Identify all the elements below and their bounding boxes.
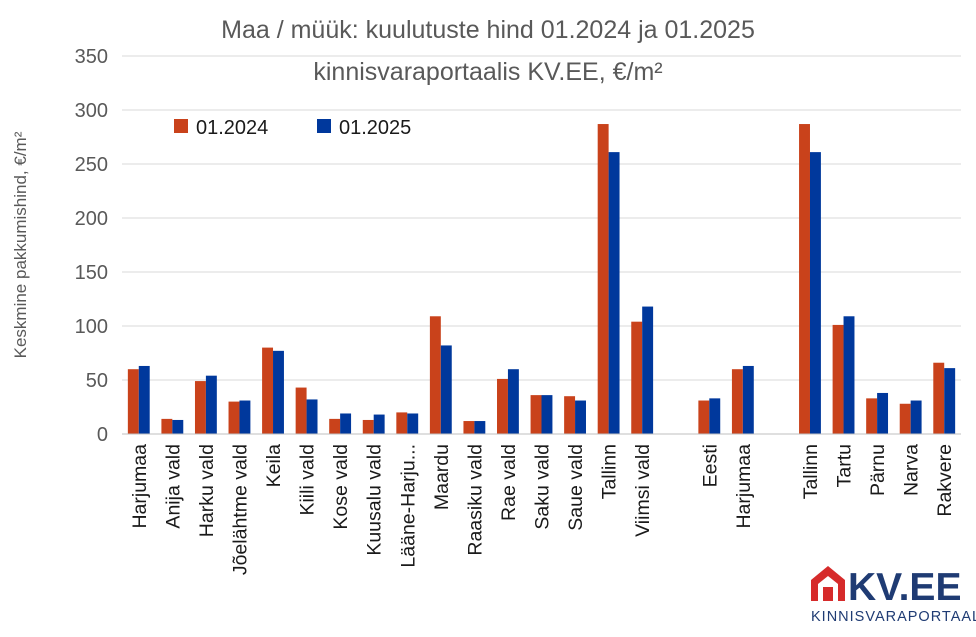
bar-2025	[742, 365, 754, 434]
bar-2025	[944, 368, 956, 434]
y-tick-label: 100	[75, 316, 108, 338]
bar-2024	[228, 401, 240, 434]
bar-2025	[608, 152, 620, 434]
category-label: Maardu	[431, 444, 453, 510]
bar-2025	[373, 414, 385, 434]
y-tick-label: 200	[75, 208, 108, 230]
category-label: Harjumaa	[733, 444, 755, 529]
bar-2024	[832, 324, 844, 434]
logo-text: KV.EE	[848, 566, 961, 609]
legend: 01.2024 01.2025	[174, 117, 411, 139]
bar-2024	[866, 398, 878, 434]
bar-2025	[239, 400, 251, 434]
category-labels: Harjumaa Anija vald Harku vald Jõelähtme va…	[129, 444, 956, 575]
bar-2025	[407, 413, 419, 434]
category-label: Kose vald	[330, 444, 352, 530]
bar-2024	[497, 378, 508, 434]
y-tick-label: 150	[75, 262, 108, 284]
bar-2024	[564, 396, 576, 434]
chart-title-line-2: kinnisvaraportaalis KV.EE, €/m²	[313, 58, 662, 86]
bar-2024	[396, 412, 408, 434]
category-label: Harku vald	[196, 444, 218, 537]
bar-2024	[933, 362, 945, 434]
chart-title-line-1: Maa / müük: kuulutuste hind 01.2024 ja 0…	[221, 16, 755, 44]
category-label: Lääne-Harju...	[397, 444, 419, 568]
category-label: Keila	[263, 444, 285, 488]
bar-2025	[474, 421, 486, 434]
y-tick-label: 50	[86, 370, 108, 392]
bar-2025	[138, 365, 150, 434]
category-label: Tallinn	[800, 444, 822, 499]
gridlines	[122, 55, 961, 381]
category-label: Rakvere	[934, 444, 956, 517]
bar-2024	[127, 369, 139, 434]
legend-label-2025: 01.2025	[339, 117, 411, 139]
category-label: Narva	[901, 444, 923, 496]
bar-2025	[877, 392, 889, 434]
bar-2024	[429, 316, 441, 434]
kv-ee-logo: KV.EE KINNISVARAPORTAAL	[805, 546, 976, 637]
house-icon	[811, 566, 845, 601]
category-label: Raasiku vald	[464, 444, 486, 556]
category-label: Tartu	[834, 444, 856, 487]
bar-2025	[642, 306, 654, 434]
y-tick-label: 300	[75, 100, 108, 122]
bar-2025	[172, 419, 184, 434]
bar-2025	[340, 413, 352, 434]
category-label: Kiili vald	[297, 444, 319, 516]
legend-swatch-2025	[317, 119, 331, 133]
bar-2025	[440, 345, 452, 434]
bar-2024	[530, 395, 542, 434]
bar-2024	[799, 124, 810, 434]
category-label: Tallinn	[599, 444, 621, 499]
bar-2024	[161, 418, 173, 434]
y-tick-label: 250	[75, 154, 108, 176]
y-axis-ticks: 0 50 100 150 200 250 300 350	[75, 46, 108, 446]
bars	[127, 124, 956, 434]
y-axis-label: Keskmine pakkumishind, €/m²	[11, 131, 30, 358]
bar-2025	[809, 152, 821, 434]
bar-2025	[910, 400, 922, 434]
legend-label-2024: 01.2024	[196, 117, 268, 139]
category-label: Rae vald	[498, 444, 520, 521]
bar-2025	[507, 369, 519, 434]
bar-2024	[194, 381, 206, 434]
category-label: Anija vald	[162, 444, 184, 529]
bar-2025	[273, 350, 284, 434]
category-label: Jõelähtme vald	[229, 444, 251, 575]
bar-2024	[698, 400, 710, 434]
y-tick-label: 350	[75, 46, 108, 68]
y-tick-label: 0	[97, 424, 108, 446]
legend-swatch-2024	[174, 119, 188, 133]
bar-2024	[731, 369, 743, 434]
bar-2025	[843, 316, 855, 434]
bar-2024	[597, 124, 609, 434]
bar-2025	[205, 375, 217, 434]
bar-2025	[541, 395, 553, 434]
bar-2024	[899, 403, 911, 434]
category-label: Pärnu	[867, 444, 889, 496]
category-label: Viimsi vald	[632, 444, 654, 537]
bar-2024	[463, 421, 475, 434]
bar-2024	[631, 321, 643, 434]
bar-2025	[306, 399, 318, 434]
bar-2024	[295, 387, 307, 434]
logo-subtext: KINNISVARAPORTAAL	[811, 609, 976, 625]
category-label: Saue vald	[565, 444, 587, 531]
bar-2025	[709, 398, 721, 434]
category-label: Harjumaa	[129, 444, 151, 529]
bar-2024	[362, 419, 374, 434]
category-label: Saku vald	[532, 444, 554, 530]
category-label: Eesti	[699, 444, 721, 487]
bar-2024	[329, 418, 341, 434]
bar-2025	[575, 400, 586, 434]
bar-2024	[262, 347, 274, 434]
category-label: Kuusalu vald	[364, 444, 386, 556]
